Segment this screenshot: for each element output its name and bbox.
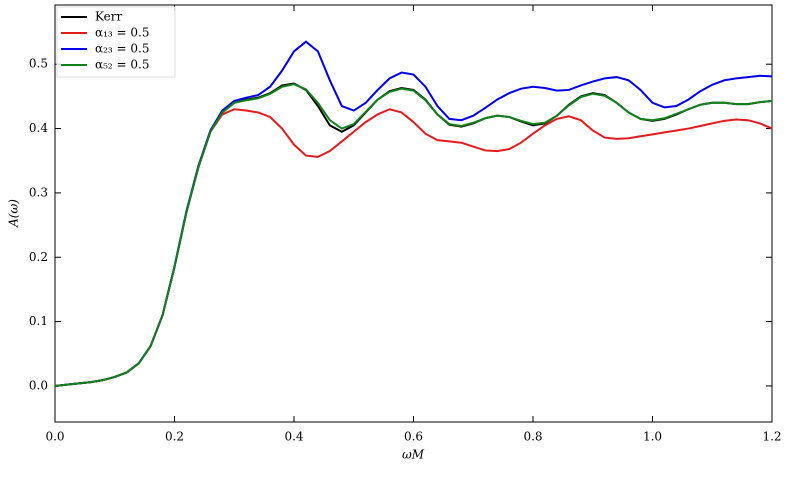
y-tick-label: 0.5: [29, 57, 48, 71]
y-tick-label: 0.4: [29, 121, 48, 135]
x-tick-label: 1.0: [643, 430, 662, 444]
x-axis-label: ωM: [402, 448, 425, 462]
y-axis-label: A(ω): [7, 199, 21, 228]
x-tick-label: 1.2: [762, 430, 781, 444]
y-tick-label: 0.0: [29, 378, 48, 392]
x-tick-label: 0.4: [284, 430, 303, 444]
series-line: [54, 108, 773, 387]
x-tick-label: 0.2: [165, 430, 184, 444]
series-line: [54, 82, 773, 387]
series-line: [54, 83, 773, 387]
legend-label: Kerr: [95, 10, 122, 24]
legend-label: α₂₃ = 0.5: [95, 42, 150, 56]
series-line: [54, 40, 773, 387]
x-tick-label: 0.0: [45, 430, 64, 444]
y-tick-label: 0.1: [29, 314, 48, 328]
y-tick-label: 0.3: [29, 185, 48, 199]
x-tick-label: 0.6: [404, 430, 423, 444]
legend-label: α₅₂ = 0.5: [95, 58, 150, 72]
y-tick-label: 0.2: [29, 250, 48, 264]
x-tick-label: 0.8: [523, 430, 542, 444]
legend-label: α₁₃ = 0.5: [95, 26, 150, 40]
